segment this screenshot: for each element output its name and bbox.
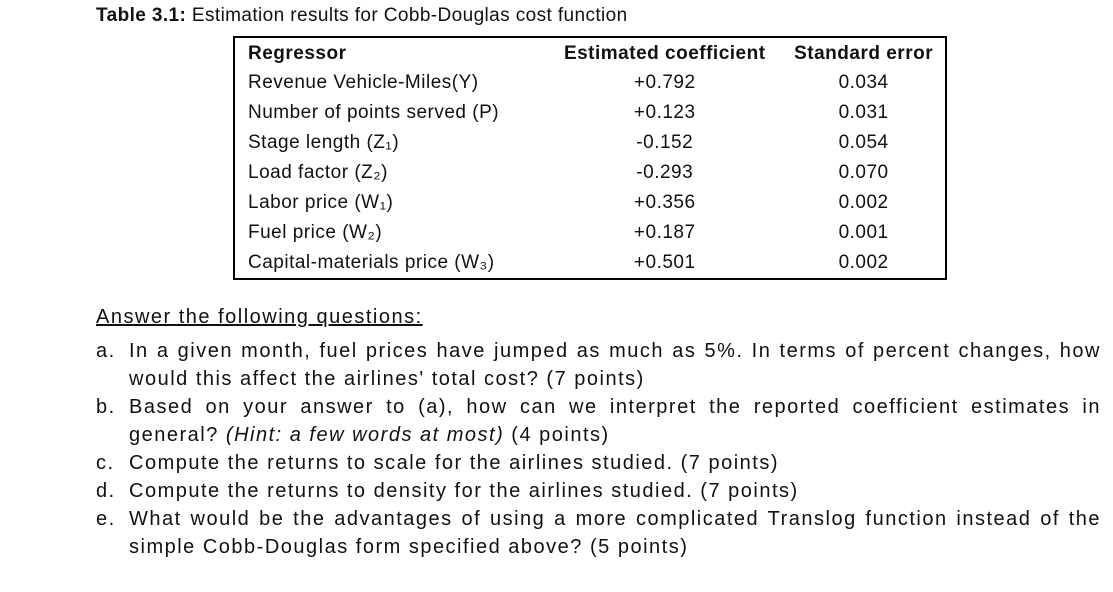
question-text: What would be the advantages of using a …	[129, 508, 1101, 558]
coefficient-cell: -0.152	[636, 132, 694, 153]
question-marker: d.	[96, 480, 116, 502]
table-row: Stage length (Z₁) -0.152 0.054	[234, 128, 946, 158]
question-text: Compute the returns to density for the a…	[129, 480, 799, 502]
std-error-cell: 0.070	[838, 162, 889, 183]
question-marker: e.	[96, 508, 116, 530]
table-caption-text: Estimation results for Cobb-Douglas cost…	[186, 5, 628, 26]
std-error-cell: 0.034	[838, 72, 889, 93]
question-text: Based on your answer to (a), how can we …	[129, 396, 1101, 446]
regressor-cell: Load factor (Z₂)	[248, 162, 388, 183]
regressor-cell: Capital-materials price (W₃)	[248, 252, 495, 273]
regressor-cell: Labor price (W₁)	[248, 192, 394, 213]
table-row: Capital-materials price (W₃) +0.501 0.00…	[234, 248, 946, 279]
question-item-c: c. Compute the returns to scale for the …	[96, 449, 1101, 477]
question-item-b: b. Based on your answer to (a), how can …	[96, 393, 1101, 449]
question-marker: c.	[96, 452, 115, 474]
std-error-cell: 0.001	[838, 222, 889, 243]
regressor-cell: Number of points served (P)	[248, 102, 500, 123]
std-error-cell: 0.031	[838, 102, 889, 123]
std-error-cell: 0.002	[838, 252, 889, 273]
question-item-e: e. What would be the advantages of using…	[96, 505, 1101, 561]
coefficient-cell: +0.123	[633, 102, 696, 123]
std-error-cell: 0.054	[838, 132, 889, 153]
table-row: Labor price (W₁) +0.356 0.002	[234, 188, 946, 218]
table-header-row: Regressor Estimated coefficient Standard…	[234, 37, 946, 68]
question-text: Compute the returns to scale for the air…	[129, 452, 779, 474]
table-caption: Table 3.1: Estimation results for Cobb-D…	[96, 5, 628, 27]
coefficient-cell: -0.293	[636, 162, 694, 183]
coefficient-cell: +0.501	[633, 252, 696, 273]
question-item-a: a. In a given month, fuel prices have ju…	[96, 337, 1101, 393]
question-hint-text: (Hint: a few words at most)	[225, 424, 505, 446]
estimation-results-table: Regressor Estimated coefficient Standard…	[233, 36, 947, 280]
regressor-cell: Revenue Vehicle-Miles(Y)	[248, 72, 479, 93]
coefficient-cell: +0.187	[633, 222, 696, 243]
question-marker: a.	[96, 340, 116, 362]
table-row: Fuel price (W₂) +0.187 0.001	[234, 218, 946, 248]
column-header-standard-error: Standard error	[794, 43, 934, 64]
question-item-d: d. Compute the returns to density for th…	[96, 477, 1101, 505]
column-header-regressor: Regressor	[248, 43, 347, 64]
table-caption-label: Table 3.1:	[96, 5, 187, 26]
std-error-cell: 0.002	[838, 192, 889, 213]
questions-heading: Answer the following questions:	[96, 306, 423, 328]
table-row: Load factor (Z₂) -0.293 0.070	[234, 158, 946, 188]
column-header-estimated-coefficient: Estimated coefficient	[563, 43, 766, 64]
coefficient-cell: +0.356	[633, 192, 696, 213]
coefficient-cell: +0.792	[633, 72, 696, 93]
question-marker: b.	[96, 396, 116, 418]
question-text: (4 points)	[504, 424, 610, 446]
regressor-cell: Stage length (Z₁)	[248, 132, 400, 153]
table-body: Revenue Vehicle-Miles(Y) +0.792 0.034 Nu…	[234, 68, 946, 279]
questions-section: Answer the following questions: a. In a …	[96, 303, 1101, 561]
table-header: Regressor Estimated coefficient Standard…	[234, 37, 946, 68]
question-text: In a given month, fuel prices have jumpe…	[129, 340, 1101, 390]
regressor-cell: Fuel price (W₂)	[248, 222, 383, 243]
table-row: Revenue Vehicle-Miles(Y) +0.792 0.034	[234, 68, 946, 98]
table-row: Number of points served (P) +0.123 0.031	[234, 98, 946, 128]
